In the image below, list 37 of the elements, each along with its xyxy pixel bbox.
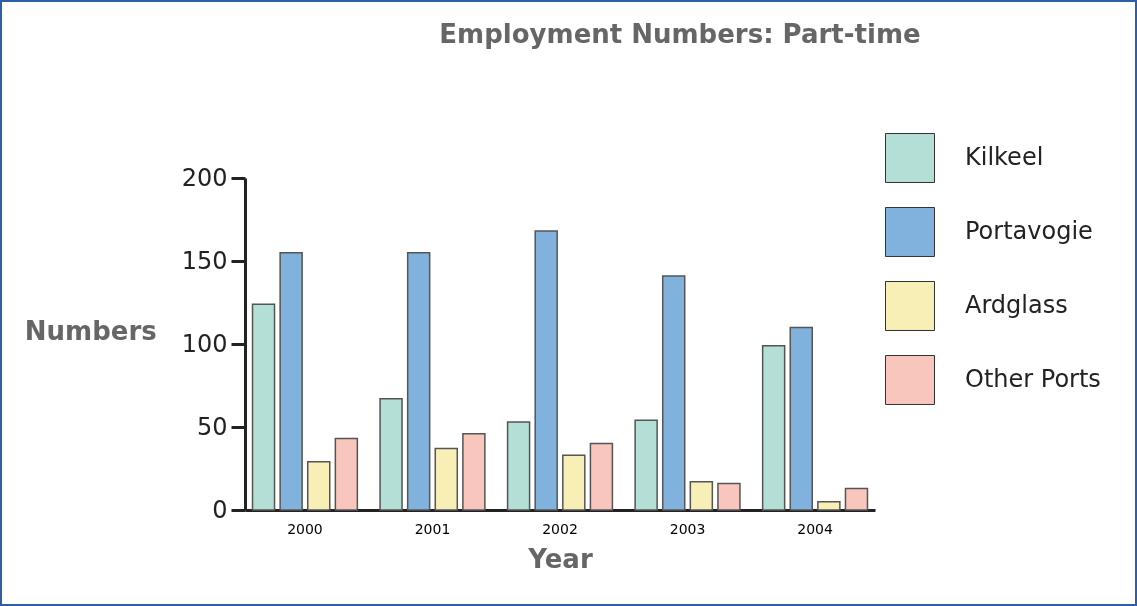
bar <box>634 419 658 511</box>
legend-label: Kilkeel <box>965 143 1044 171</box>
legend-label: Other Ports <box>965 365 1101 393</box>
bar <box>434 447 459 511</box>
bar <box>717 482 741 511</box>
chart-title: Employment Numbers: Part-time <box>439 19 921 49</box>
bar <box>406 251 431 511</box>
bar <box>589 442 614 511</box>
bar <box>661 275 686 511</box>
x-tick-label: 2001 <box>414 520 451 537</box>
bar <box>306 461 331 511</box>
bar <box>789 326 814 511</box>
bar <box>334 437 359 511</box>
bar <box>379 398 403 511</box>
y-tick-label: 200 <box>181 163 228 192</box>
bar <box>689 481 714 511</box>
bar <box>251 303 276 511</box>
bar <box>506 421 531 511</box>
bar <box>562 454 586 511</box>
legend-label: Ardglass <box>965 291 1068 319</box>
bar <box>279 251 303 511</box>
y-axis-title: Numbers <box>24 315 157 346</box>
bar <box>761 344 786 511</box>
y-tick-label: 0 <box>212 495 228 524</box>
y-tick-label: 100 <box>181 329 228 358</box>
x-tick-label: 2004 <box>797 520 833 537</box>
legend-label: Portavogie <box>965 217 1093 245</box>
bar <box>817 500 841 511</box>
bar <box>462 432 486 511</box>
y-tick-label: 50 <box>196 412 228 441</box>
x-tick-label: 2002 <box>542 520 578 537</box>
x-tick-label: 2003 <box>669 520 706 537</box>
bar <box>534 230 558 511</box>
bar <box>844 487 869 511</box>
y-tick-label: 150 <box>181 246 228 275</box>
x-tick-label: 2000 <box>287 520 323 537</box>
x-axis-title: Year <box>527 543 593 574</box>
